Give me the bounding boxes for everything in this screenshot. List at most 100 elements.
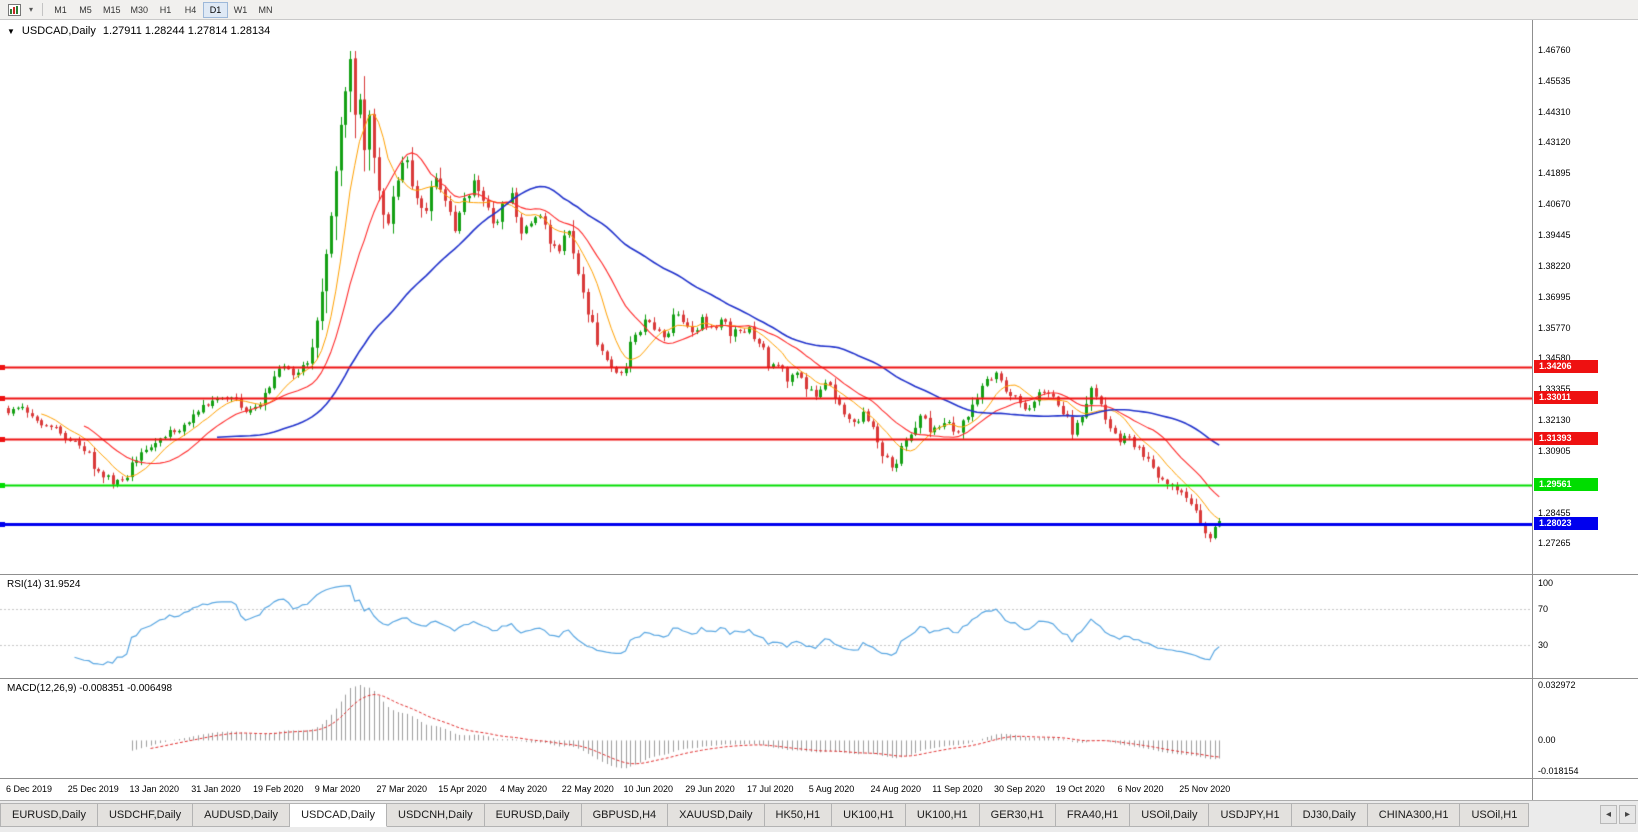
chart-tab-usdcad-daily[interactable]: USDCAD,Daily xyxy=(290,803,388,827)
date-label: 29 Jun 2020 xyxy=(685,784,735,794)
timeframe-button-m15[interactable]: M15 xyxy=(103,4,121,15)
chart-tab-ger30-h1[interactable]: GER30,H1 xyxy=(979,803,1056,827)
timeframe-button-d1[interactable]: D1 xyxy=(203,1,229,18)
chart-tab-usdcnh-daily[interactable]: USDCNH,Daily xyxy=(387,803,485,827)
date-label: 30 Sep 2020 xyxy=(994,784,1046,794)
chart-tab-eurusd-daily[interactable]: EURUSD,Daily xyxy=(0,803,98,827)
chart-tab-usdchf-daily[interactable]: USDCHF,Daily xyxy=(97,803,194,827)
timeframe-button-m30[interactable]: M30 xyxy=(130,4,149,15)
chart-title: ▼ USDCAD,Daily 1.27911 1.28244 1.27814 1… xyxy=(7,25,270,37)
chart-tab-usdjpy-h1[interactable]: USDJPY,H1 xyxy=(1209,803,1292,827)
price-tick-label: 1.35770 xyxy=(1538,322,1571,333)
rsi-indicator-canvas[interactable] xyxy=(0,575,1532,678)
price-line-tag: 1.28023 xyxy=(1534,516,1598,530)
price-tick-label: 1.44310 xyxy=(1538,106,1571,117)
price-tick-label: 1.30905 xyxy=(1538,445,1571,456)
date-label: 24 Aug 2020 xyxy=(870,784,922,794)
macd-pane: MACD(12,26,9) -0.008351 -0.006498 0.0329… xyxy=(0,678,1638,778)
time-axis-corner xyxy=(1532,779,1638,800)
chart-tab-audusd-daily[interactable]: AUDUSD,Daily xyxy=(193,803,291,827)
date-label: 6 Nov 2020 xyxy=(1117,784,1164,794)
date-label: 10 Jun 2020 xyxy=(623,784,674,794)
timeframe-button-m5[interactable]: M5 xyxy=(79,4,92,15)
date-label: 13 Jan 2020 xyxy=(129,784,180,794)
chart-tab-xauusd-daily[interactable]: XAUUSD,Daily xyxy=(668,803,765,827)
macd-indicator-canvas[interactable] xyxy=(0,679,1532,778)
chart-tab-bar: EURUSD,Daily USDCHF,Daily AUDUSD,Daily USDC… xyxy=(0,800,1638,832)
macd-tick-label: 0.032972 xyxy=(1538,680,1576,690)
chart-tabs: EURUSD,Daily USDCHF,Daily AUDUSD,Daily USDC… xyxy=(0,803,1530,827)
rsi-tick-label: 100 xyxy=(1538,578,1554,588)
timeframe-button-m1[interactable]: M1 xyxy=(54,4,67,15)
chart-tab-gbpusd-h4[interactable]: GBPUSD,H4 xyxy=(581,803,669,827)
chart-tab-uk100-h1[interactable]: UK100,H1 xyxy=(905,803,980,827)
rsi-label: RSI(14) 31.9524 xyxy=(7,579,81,590)
price-tick-label: 1.41895 xyxy=(1538,168,1571,179)
date-label: 15 Apr 2020 xyxy=(438,784,487,794)
date-label: 4 May 2020 xyxy=(500,784,548,794)
timeframe-button-mn[interactable]: MN xyxy=(258,4,273,15)
macd-label: MACD(12,26,9) -0.008351 -0.006498 xyxy=(7,683,173,694)
date-label: 27 Mar 2020 xyxy=(376,784,428,794)
chart-tab-china300-h1[interactable]: CHINA300,H1 xyxy=(1367,803,1461,827)
date-label: 17 Jul 2020 xyxy=(747,784,794,794)
collapse-triangle-icon[interactable]: ▼ xyxy=(7,26,15,36)
rsi-tick-label: 70 xyxy=(1538,604,1549,615)
timeframe-button-h1[interactable]: H1 xyxy=(159,4,172,15)
chart-tab-usoil-daily[interactable]: USOil,Daily xyxy=(1130,803,1210,827)
date-label: 6 Dec 2019 xyxy=(6,784,53,794)
price-tick-label: 1.34580 xyxy=(1538,353,1571,363)
price-tick-label: 1.27265 xyxy=(1538,538,1571,548)
price-tick-label: 1.36995 xyxy=(1538,291,1571,302)
price-line-tag: 1.29561 xyxy=(1534,477,1598,491)
tabs-scroll-left-button[interactable]: ◂ xyxy=(1600,805,1617,824)
chart-window-icon[interactable] xyxy=(4,2,24,18)
toolbar-separator xyxy=(42,3,43,16)
date-label: 19 Feb 2020 xyxy=(253,784,304,794)
price-tick-label: 1.33355 xyxy=(1538,383,1571,394)
tab-scroll-controls: ◂ ▸ xyxy=(1600,805,1636,824)
chart-tab-hk50-h1[interactable]: HK50,H1 xyxy=(764,803,833,827)
date-label: 25 Nov 2020 xyxy=(1179,784,1231,794)
price-pane: ▼ USDCAD,Daily 1.27911 1.28244 1.27814 1… xyxy=(0,20,1638,574)
price-line-tag: 1.34206 xyxy=(1534,360,1598,374)
rsi-axis: 100 70 30 xyxy=(1532,575,1638,678)
chart-symbol-label: USDCAD,Daily xyxy=(21,25,96,37)
date-label: 9 Mar 2020 xyxy=(314,784,361,794)
price-tick-label: 1.45535 xyxy=(1538,75,1571,86)
timeframe-buttons-group: M1 M5 M15 M30 H1 H4 D1 W1 MN xyxy=(48,1,278,18)
price-tick-label: 1.40670 xyxy=(1538,199,1571,209)
chart-tab-dj30-daily[interactable]: DJ30,Daily xyxy=(1291,803,1368,827)
date-label: 11 Sep 2020 xyxy=(932,784,983,794)
time-axis: 6 Dec 2019 25 Dec 2019 13 Jan 2020 31 Jan 2… xyxy=(0,778,1638,800)
chart-tab-uk100-h1[interactable]: UK100,H1 xyxy=(832,803,906,827)
price-tick-label: 1.28455 xyxy=(1538,507,1571,518)
tabs-scroll-right-button[interactable]: ▸ xyxy=(1619,805,1636,824)
candlestick-chart-canvas[interactable] xyxy=(0,20,1532,574)
date-label: 5 Aug 2020 xyxy=(808,784,855,794)
price-line-tag: 1.31393 xyxy=(1534,431,1598,445)
date-label: 31 Jan 2020 xyxy=(191,784,241,794)
date-label: 19 Oct 2020 xyxy=(1055,784,1105,794)
price-axis: 1.46760 1.45535 1.44310 1.43120 1.41895 1.406… xyxy=(1532,20,1638,574)
chart-tab-usoil-h1[interactable]: USOil,H1 xyxy=(1460,803,1530,827)
chart-ohlc-values: 1.27911 1.28244 1.27814 1.28134 xyxy=(102,25,271,37)
price-tick-label: 1.43120 xyxy=(1538,137,1571,148)
macd-axis: 0.032972 0.00 -0.018154 xyxy=(1532,679,1638,778)
rsi-tick-label: 30 xyxy=(1538,639,1549,650)
price-tick-label: 1.46760 xyxy=(1538,45,1571,55)
chart-type-dropdown-caret-icon[interactable]: ▾ xyxy=(28,5,33,14)
price-tick-label: 1.32130 xyxy=(1538,414,1571,425)
rsi-pane: RSI(14) 31.9524 100 70 30 xyxy=(0,574,1638,678)
chart-tab-fra40-h1[interactable]: FRA40,H1 xyxy=(1055,803,1131,827)
price-tick-label: 1.38220 xyxy=(1538,260,1571,271)
timeframe-button-h4[interactable]: H4 xyxy=(184,4,197,15)
chart-region: ▼ USDCAD,Daily 1.27911 1.28244 1.27814 1… xyxy=(0,20,1638,800)
chart-tab-eurusd-daily[interactable]: EURUSD,Daily xyxy=(484,803,582,827)
timeframe-toolbar: ▾ M1 M5 M15 M30 H1 H4 D1 W1 MN xyxy=(0,0,1638,20)
timeframe-button-w1[interactable]: W1 xyxy=(233,4,248,15)
date-label: 25 Dec 2019 xyxy=(67,784,119,794)
macd-tick-label: -0.018154 xyxy=(1538,766,1579,776)
date-label: 22 May 2020 xyxy=(561,784,614,794)
